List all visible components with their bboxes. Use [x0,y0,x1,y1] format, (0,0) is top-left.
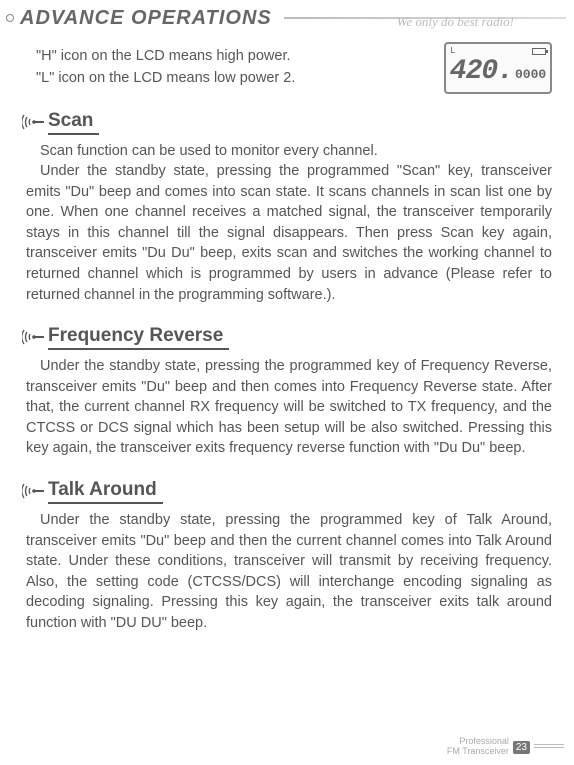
signal-icon [22,482,44,500]
lcd-sub-digits: 0000 [515,67,546,82]
footer-lines-icon [534,744,564,750]
page-content: L 420. 0000 "H" icon on the LCD means hi… [0,32,574,633]
lcd-display: L 420. 0000 [444,42,552,94]
section-paragraph: Under the standby state, pressing the pr… [26,510,552,633]
signal-icon [22,328,44,346]
section-talk-around: Talk Around Under the standby state, pre… [22,479,552,633]
footer-brand: Professional FM Transceiver [447,737,509,757]
section-heading: Scan [22,110,552,135]
section-paragraph: Under the standby state, pressing the pr… [26,356,552,459]
lcd-main-digits: 420. [450,58,513,86]
battery-icon [532,48,546,55]
section-title: Scan [48,110,99,135]
section-heading: Talk Around [22,479,552,504]
page-number: 23 [513,741,530,754]
page-footer: Professional FM Transceiver 23 [447,737,564,757]
section-paragraph: Scan function can be used to monitor eve… [26,141,552,162]
section-paragraph: Under the standby state, pressing the pr… [26,161,552,305]
signal-icon [22,113,44,131]
slogan-text: We only do best radio! [397,14,514,30]
footer-brand-line2: FM Transceiver [447,747,509,757]
section-title: Frequency Reverse [48,325,229,350]
section-heading: Frequency Reverse [22,325,552,350]
section-scan: Scan Scan function can be used to monito… [22,110,552,306]
section-title: Talk Around [48,479,163,504]
section-frequency-reverse: Frequency Reverse Under the standby stat… [22,325,552,459]
lcd-frequency: 420. 0000 [450,58,546,86]
header-bullet-icon [6,14,14,22]
lcd-status-row: L [450,46,546,56]
lcd-power-indicator: L [450,46,455,56]
page-title: ADVANCE OPERATIONS [20,7,284,30]
